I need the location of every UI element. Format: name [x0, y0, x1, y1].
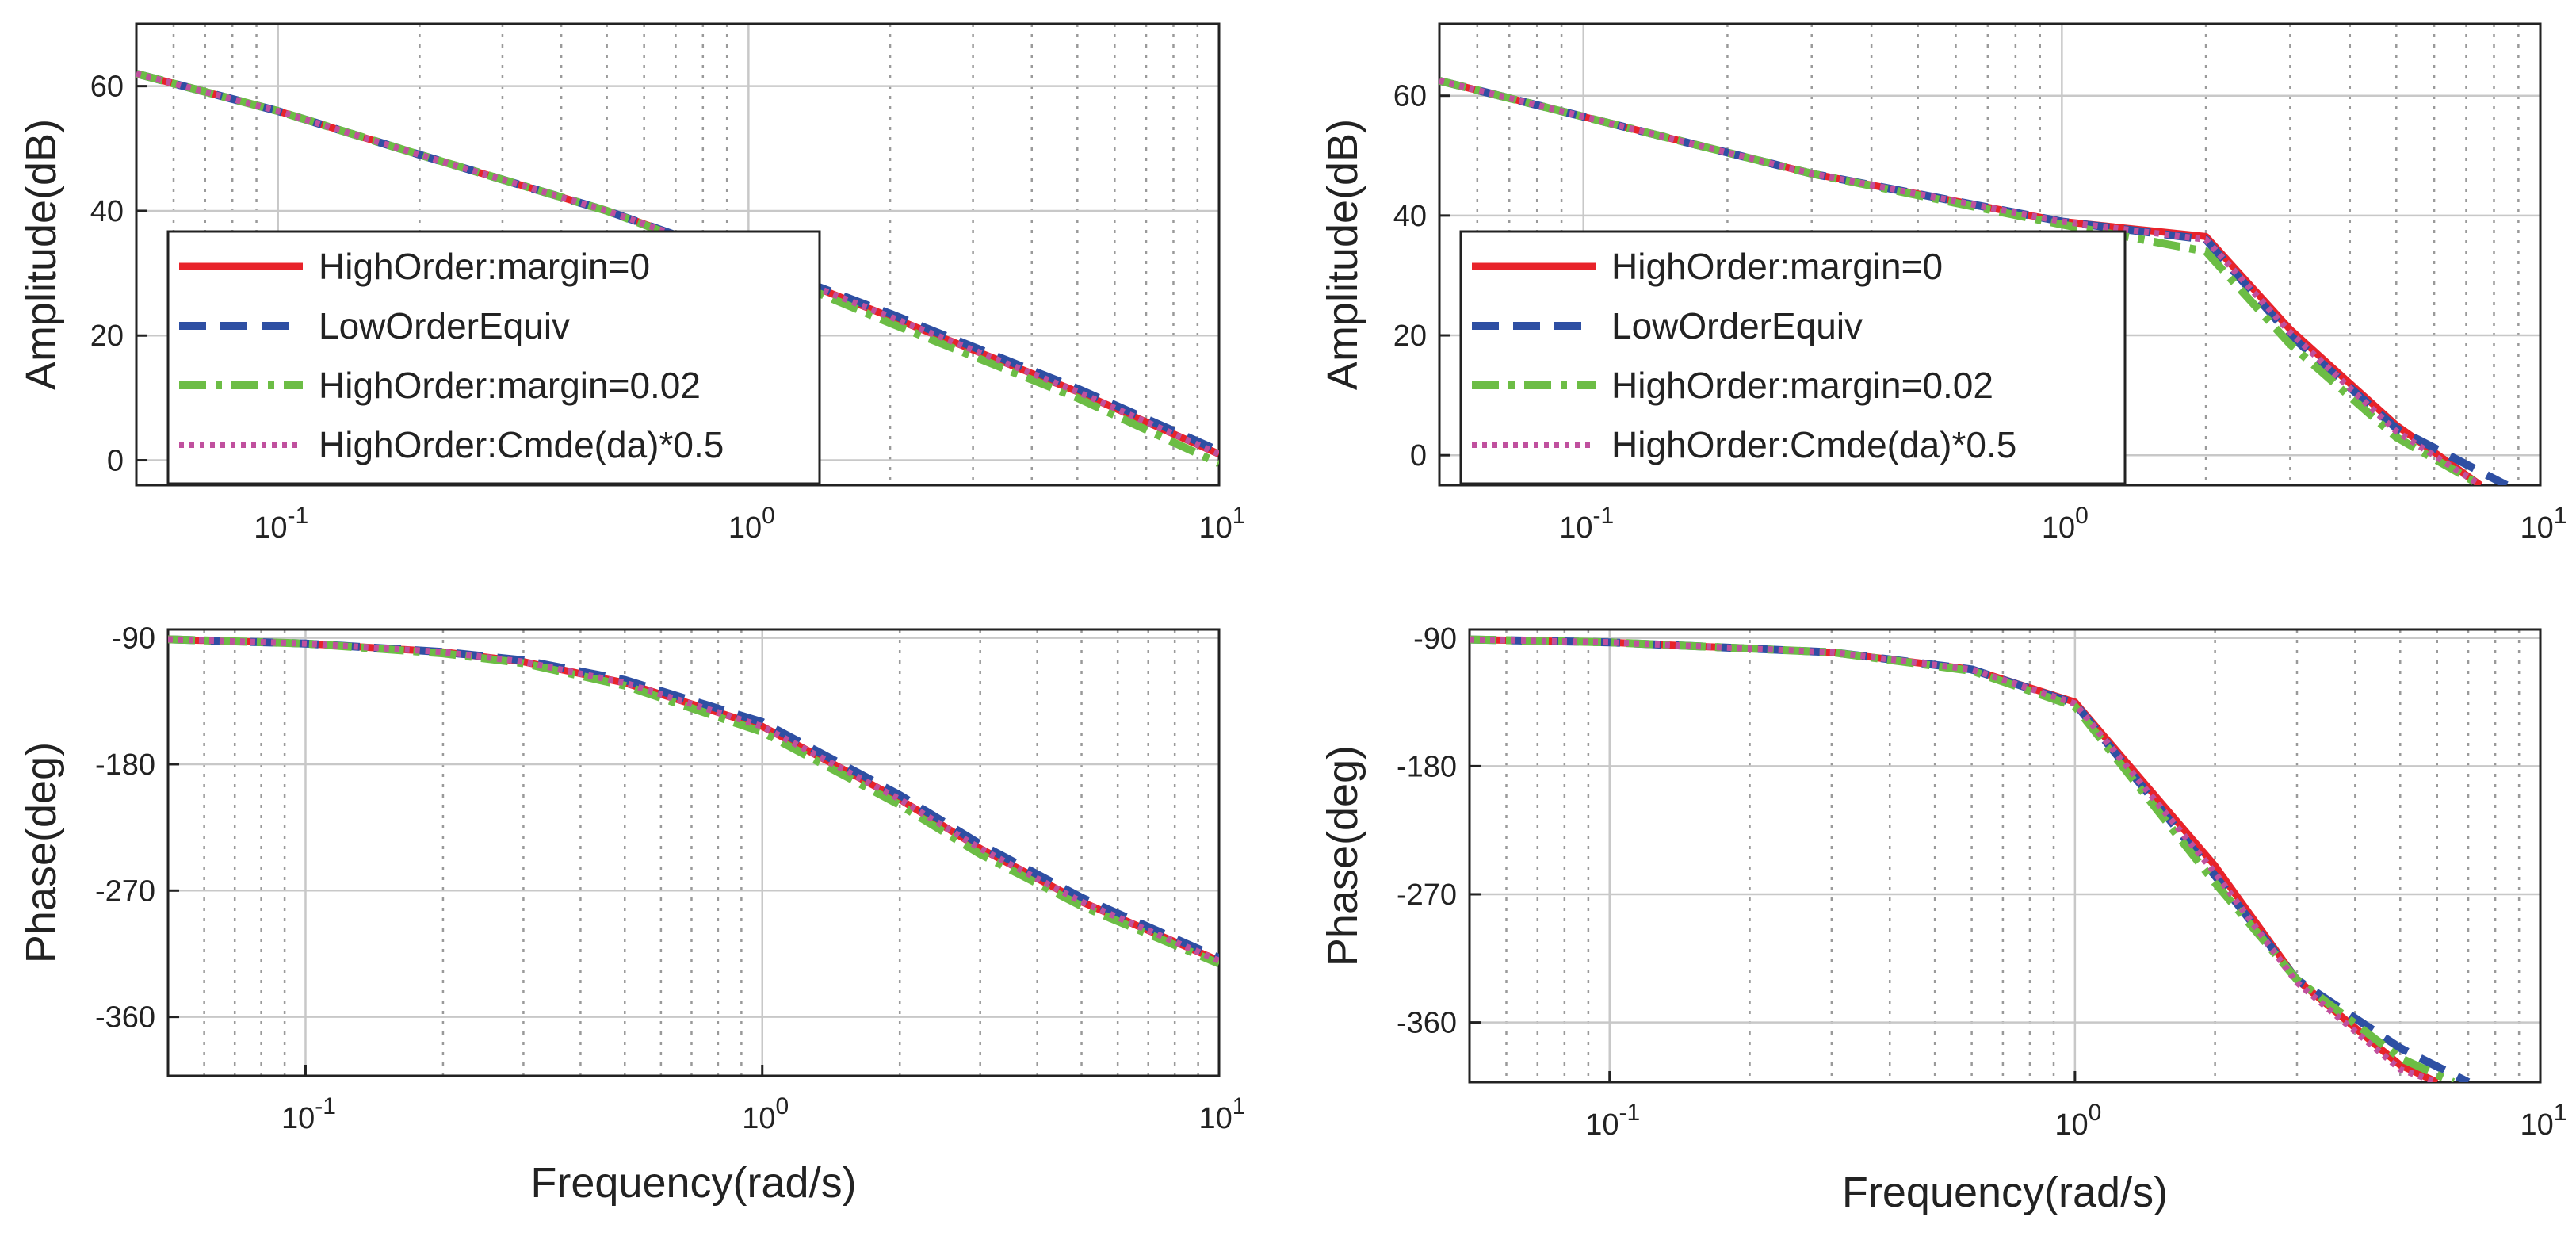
y-tick-label: 20	[1393, 320, 1427, 353]
legend: HighOrder:margin=0 LowOrderEquiv HighOrder…	[1459, 230, 2127, 485]
series-line-1	[168, 635, 1219, 962]
series-line-0	[168, 635, 1219, 964]
legend-label: HighOrder:margin=0	[319, 246, 650, 287]
axes-frame	[135, 22, 1221, 487]
x-tick-label: 10-1	[281, 1093, 336, 1135]
y-axis-label: Amplitude(dB)	[1319, 119, 1366, 390]
y-tick-label: 0	[1410, 439, 1427, 473]
series-line-1	[1470, 635, 2471, 1082]
x-tick-label: 100	[742, 1093, 789, 1135]
left-amplitude-panel: 0 20 40 60 10-1 100 101 Amplitude(dB) HighOrder:…	[17, 22, 1246, 545]
y-tick-label: -360	[95, 1001, 155, 1035]
series-group	[1439, 76, 2509, 485]
legend-label: HighOrder:Cmde(da)*0.5	[319, 424, 724, 465]
x-tick-label: 10-1	[1585, 1100, 1640, 1142]
x-axis-label: Frequency(rad/s)	[1842, 1169, 2168, 1216]
y-axis-label: Phase(deg)	[1319, 745, 1366, 966]
legend-label: LowOrderEquiv	[1611, 305, 1863, 346]
y-tick-label: -270	[95, 874, 155, 908]
x-tick-label: 101	[2521, 503, 2567, 545]
x-tick-label: 10-1	[254, 503, 308, 545]
y-tick-label: 40	[90, 195, 124, 228]
legend-label: LowOrderEquiv	[319, 305, 570, 346]
axes-frame	[1468, 628, 2542, 1084]
legend-label: HighOrder:margin=0.02	[319, 365, 701, 406]
legend-box	[1459, 230, 2127, 485]
y-tick-label: -90	[1413, 622, 1457, 656]
x-tick-label: 101	[1199, 1093, 1246, 1135]
y-tick-label: -270	[1397, 878, 1457, 912]
series-line-3	[136, 71, 1219, 457]
y-tick-label: -360	[1397, 1007, 1457, 1040]
y-tick-label: -180	[95, 748, 155, 782]
legend-label: HighOrder:Cmde(da)*0.5	[1611, 424, 2016, 465]
y-axis-label: Phase(deg)	[17, 742, 65, 963]
series-line-3	[1470, 636, 2439, 1082]
series-group	[1470, 635, 2471, 1082]
x-axis-label: Frequency(rad/s)	[530, 1159, 856, 1207]
legend-label: HighOrder:margin=0	[1611, 246, 1943, 287]
series-line-2	[168, 635, 1219, 968]
y-tick-label: 20	[90, 320, 124, 353]
x-tick-label: 100	[2042, 503, 2089, 545]
y-tick-label: 60	[1393, 80, 1427, 113]
x-tick-label: 10-1	[1559, 503, 1614, 545]
y-tick-label: -90	[112, 622, 155, 656]
series-group	[168, 635, 1219, 968]
y-tick-label: -180	[1397, 750, 1457, 783]
axes-frame	[166, 628, 1221, 1077]
series-line-0	[1470, 636, 2439, 1082]
x-tick-label: 101	[2521, 1100, 2567, 1142]
y-tick-label: 0	[107, 445, 124, 478]
right-phase-panel: -90 -180 -270 -360 10-1 100 101 Phase(deg) Frequ…	[1319, 622, 2566, 1216]
series-line-3	[1439, 77, 2482, 485]
axes-frame	[1438, 22, 2542, 487]
left-phase-panel: -90 -180 -270 -360 10-1 100 101 Phase(deg) Frequ…	[17, 622, 1245, 1207]
y-tick-label: 60	[90, 71, 124, 104]
right-amplitude-panel: 0 20 40 60 10-1 100 101 Amplitude(dB) HighOrder:…	[1319, 22, 2567, 545]
legend-label: HighOrder:margin=0.02	[1611, 365, 1993, 406]
x-tick-label: 100	[2054, 1100, 2101, 1142]
series-line-3	[168, 636, 1219, 964]
legend: HighOrder:margin=0 LowOrderEquiv HighOrder…	[166, 230, 821, 485]
x-tick-label: 100	[728, 503, 775, 545]
y-tick-label: 40	[1393, 200, 1427, 233]
y-axis-label: Amplitude(dB)	[17, 119, 65, 390]
series-line-2	[1470, 635, 2456, 1082]
x-tick-label: 101	[1199, 503, 1246, 545]
